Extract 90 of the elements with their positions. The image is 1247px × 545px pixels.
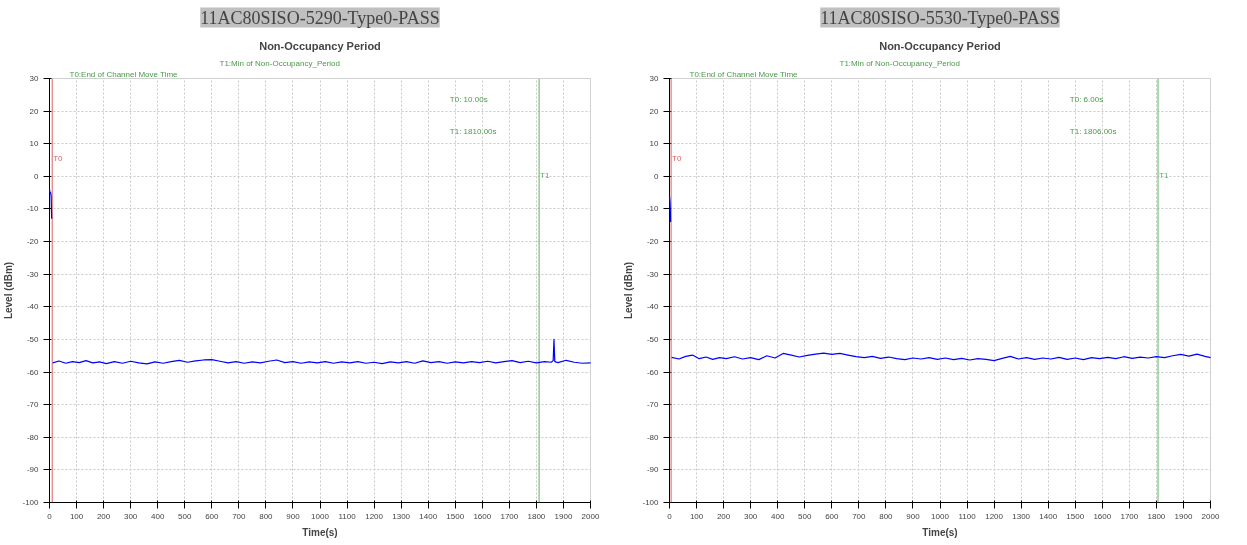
x-tick-label: 600	[205, 511, 220, 521]
x-tick-label: 1700	[1120, 511, 1139, 521]
annotation: T0: 6.00s	[1069, 94, 1104, 104]
ref-line-label: T0	[53, 154, 64, 164]
x-tick-label: 1500	[446, 511, 465, 521]
x-tick-label: 1400	[419, 511, 438, 521]
text: T0:End of Channel Move Time	[69, 69, 179, 79]
y-tick-label: -20	[26, 237, 40, 247]
x-tick-label: 1100	[958, 511, 977, 521]
x-tick-label: 1000	[311, 511, 330, 521]
x-tick-label: 1900	[1174, 511, 1193, 521]
y-tick-label: -100	[642, 498, 660, 507]
annotation: T1: 1810.00s	[449, 126, 497, 136]
y-tick-label: 10	[29, 139, 40, 149]
x-tick-label: 1600	[1093, 511, 1112, 521]
text: T1:Min of Non-Occupancy_Period	[219, 58, 340, 68]
text: T0:End of Channel Move Time	[689, 69, 799, 79]
y-tick-label: -80	[26, 432, 40, 442]
y-tick-label: -30	[646, 269, 660, 279]
ref-line-label: T1	[540, 171, 550, 181]
chart-title: 11AC80SISO-5530-Type0-PASS	[820, 7, 1060, 28]
x-tick-label: 500	[798, 511, 812, 521]
ref-line-label: T0	[672, 154, 683, 164]
y-tick-label: -100	[22, 498, 40, 507]
y-tick-label: -50	[646, 334, 660, 344]
y-tick-label: 30	[649, 74, 660, 83]
x-tick-label: 800	[259, 511, 274, 521]
x-tick-label: 700	[232, 511, 247, 521]
x-axis-title: Time(s)	[922, 526, 958, 538]
y-tick-label: 30	[29, 74, 40, 83]
y-tick-label: -20	[646, 237, 660, 247]
chart-title: 11AC80SISO-5290-Type0-PASS	[200, 7, 440, 28]
x-tick-label: 1200	[985, 511, 1004, 521]
y-tick-label: 0	[34, 171, 40, 181]
x-tick-label: 300	[123, 511, 138, 521]
y-tick-label: -70	[646, 400, 660, 410]
x-tick-label: 700	[852, 511, 867, 521]
y-tick-label: -60	[646, 367, 660, 377]
x-tick-label: 900	[906, 511, 921, 521]
x-tick-label: 0	[47, 511, 53, 521]
x-tick-label: 900	[286, 511, 301, 521]
annotation: T0: 10.00s	[449, 94, 488, 104]
x-tick-label: 400	[151, 511, 165, 521]
x-tick-label: 2000	[581, 511, 600, 521]
x-tick-label: 1900	[554, 511, 573, 521]
x-tick-label: 200	[96, 511, 111, 521]
x-tick-label: 1200	[365, 511, 384, 521]
y-tick-label: -40	[646, 302, 660, 312]
text: T1:Min of Non-Occupancy_Period	[839, 58, 960, 68]
x-axis-title: Time(s)	[302, 526, 338, 538]
x-tick-label: 400	[771, 511, 785, 521]
x-tick-label: 800	[879, 511, 894, 521]
x-tick-label: 1700	[500, 511, 519, 521]
y-tick-label: -80	[646, 432, 660, 442]
x-tick-label: 100	[69, 511, 84, 521]
x-tick-label: 1800	[1147, 511, 1166, 521]
x-tick-label: 1300	[1012, 511, 1031, 521]
x-tick-label: 1000	[931, 511, 950, 521]
y-tick-label: 20	[29, 106, 40, 116]
y-tick-label: 20	[649, 106, 660, 116]
y-axis-title: Level (dBm)	[623, 261, 635, 320]
x-tick-label: 0	[667, 511, 673, 521]
y-tick-label: -90	[26, 465, 40, 475]
y-tick-label: -10	[26, 204, 40, 214]
y-tick-label: -70	[26, 400, 40, 410]
y-tick-label: 10	[649, 139, 660, 149]
y-axis-title: Level (dBm)	[3, 261, 15, 320]
x-tick-label: 200	[716, 511, 731, 521]
y-tick-label: -30	[26, 269, 40, 279]
x-tick-label: 300	[743, 511, 758, 521]
x-tick-label: 1800	[527, 511, 546, 521]
x-tick-label: 100	[689, 511, 704, 521]
x-tick-label: 2000	[1201, 511, 1220, 521]
x-tick-label: 500	[178, 511, 192, 521]
chart-subtitle: Non-Occupancy Period	[879, 39, 1001, 52]
ref-line-label: T1	[1159, 171, 1169, 181]
x-tick-label: 600	[825, 511, 840, 521]
x-tick-label: 1100	[338, 511, 357, 521]
x-tick-label: 1300	[392, 511, 411, 521]
annotation: T1: 1806.00s	[1069, 126, 1117, 136]
y-tick-label: -40	[26, 302, 40, 312]
chart-subtitle: Non-Occupancy Period	[259, 39, 381, 52]
y-tick-label: -60	[26, 367, 40, 377]
y-tick-label: -10	[646, 204, 660, 214]
x-tick-label: 1600	[473, 511, 492, 521]
x-tick-label: 1400	[1039, 511, 1058, 521]
y-tick-label: 0	[654, 171, 660, 181]
y-tick-label: -90	[646, 465, 660, 475]
y-tick-label: -50	[26, 334, 40, 344]
x-tick-label: 1500	[1066, 511, 1085, 521]
